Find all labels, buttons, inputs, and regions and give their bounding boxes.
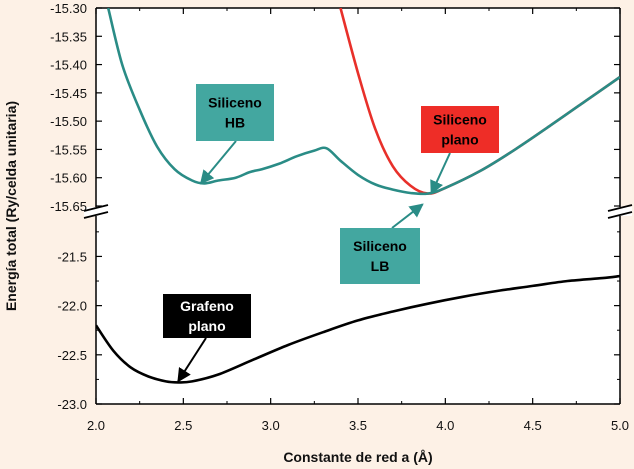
annotation-label-siliceno-plano: plano <box>441 132 478 148</box>
y-tick-label: -15.45 <box>50 86 87 101</box>
y-tick-label: -15.60 <box>50 171 87 186</box>
axis-break-right-gap <box>608 207 632 216</box>
axis-break-mark <box>607 211 633 219</box>
y-tick-label: -15.35 <box>50 29 87 44</box>
plot-background <box>96 8 620 404</box>
annotation-label-siliceno-hb: HB <box>225 115 245 131</box>
annotation-box-grafeno-plano <box>163 294 251 338</box>
annotation-arrow-siliceno-plano <box>430 152 451 195</box>
y-tick-label: -23.0 <box>57 397 87 412</box>
annotation-label-siliceno-plano: Siliceno <box>433 112 487 128</box>
series-line-siliceno-hb <box>106 8 620 196</box>
annotation-label-grafeno-plano: plano <box>188 318 225 334</box>
tick-label-layer: 2.0 2.5 3.0 3.5 4.0 4.5 5.0 -15.30 -15.35 -15.40 -… <box>50 1 629 433</box>
axis-break-mark <box>83 211 109 219</box>
plot-area <box>96 8 620 404</box>
x-tick-label: 2.5 <box>174 418 192 433</box>
axis-layer <box>83 7 633 405</box>
x-axis-label: Constante de red a (Å) <box>283 449 432 465</box>
x-tick-label: 2.0 <box>87 418 105 433</box>
x-tick-label: 4.0 <box>436 418 454 433</box>
annotation-box-siliceno-hb <box>196 84 274 141</box>
annotation-arrow-grafeno-plano <box>177 337 207 383</box>
annotation-box-siliceno-lb <box>340 228 420 284</box>
y-tick-label: -15.40 <box>50 58 87 73</box>
y-tick-label: -15.30 <box>50 1 87 16</box>
y-tick-label: -15.50 <box>50 114 87 129</box>
annotation-label-siliceno-hb: Siliceno <box>208 95 262 111</box>
annotation-box-siliceno-plano <box>421 106 499 153</box>
series-line-grafeno-plano <box>96 274 620 384</box>
annotation-arrow-siliceno-hb <box>199 140 237 185</box>
x-tick-label: 3.0 <box>262 418 280 433</box>
annotation-label-siliceno-lb: LB <box>371 258 390 274</box>
annotation-layer: Siliceno HB Siliceno plano Siliceno LB Grafeno… <box>163 84 499 383</box>
axis-break-mark <box>83 204 109 212</box>
axis-break-left-gap <box>84 207 108 216</box>
annotation-label-grafeno-plano: Grafeno <box>180 298 234 314</box>
y-tick-label: -15.55 <box>50 142 87 157</box>
y-axis-label: Energía total (Ry/celda unitaria) <box>3 101 19 311</box>
y-tick-label: -22.5 <box>57 348 87 363</box>
y-tick-label: -21.5 <box>57 249 87 264</box>
x-tick-label: 4.5 <box>524 418 542 433</box>
annotation-label-siliceno-lb: Siliceno <box>353 238 407 254</box>
annotation-arrow-siliceno-lb <box>391 203 424 229</box>
x-tick-label: 3.5 <box>349 418 367 433</box>
y-tick-label: -22.0 <box>57 299 87 314</box>
x-tick-label: 5.0 <box>611 418 629 433</box>
axis-break-mark <box>607 204 633 212</box>
y-tick-label: -15.65 <box>50 199 87 214</box>
